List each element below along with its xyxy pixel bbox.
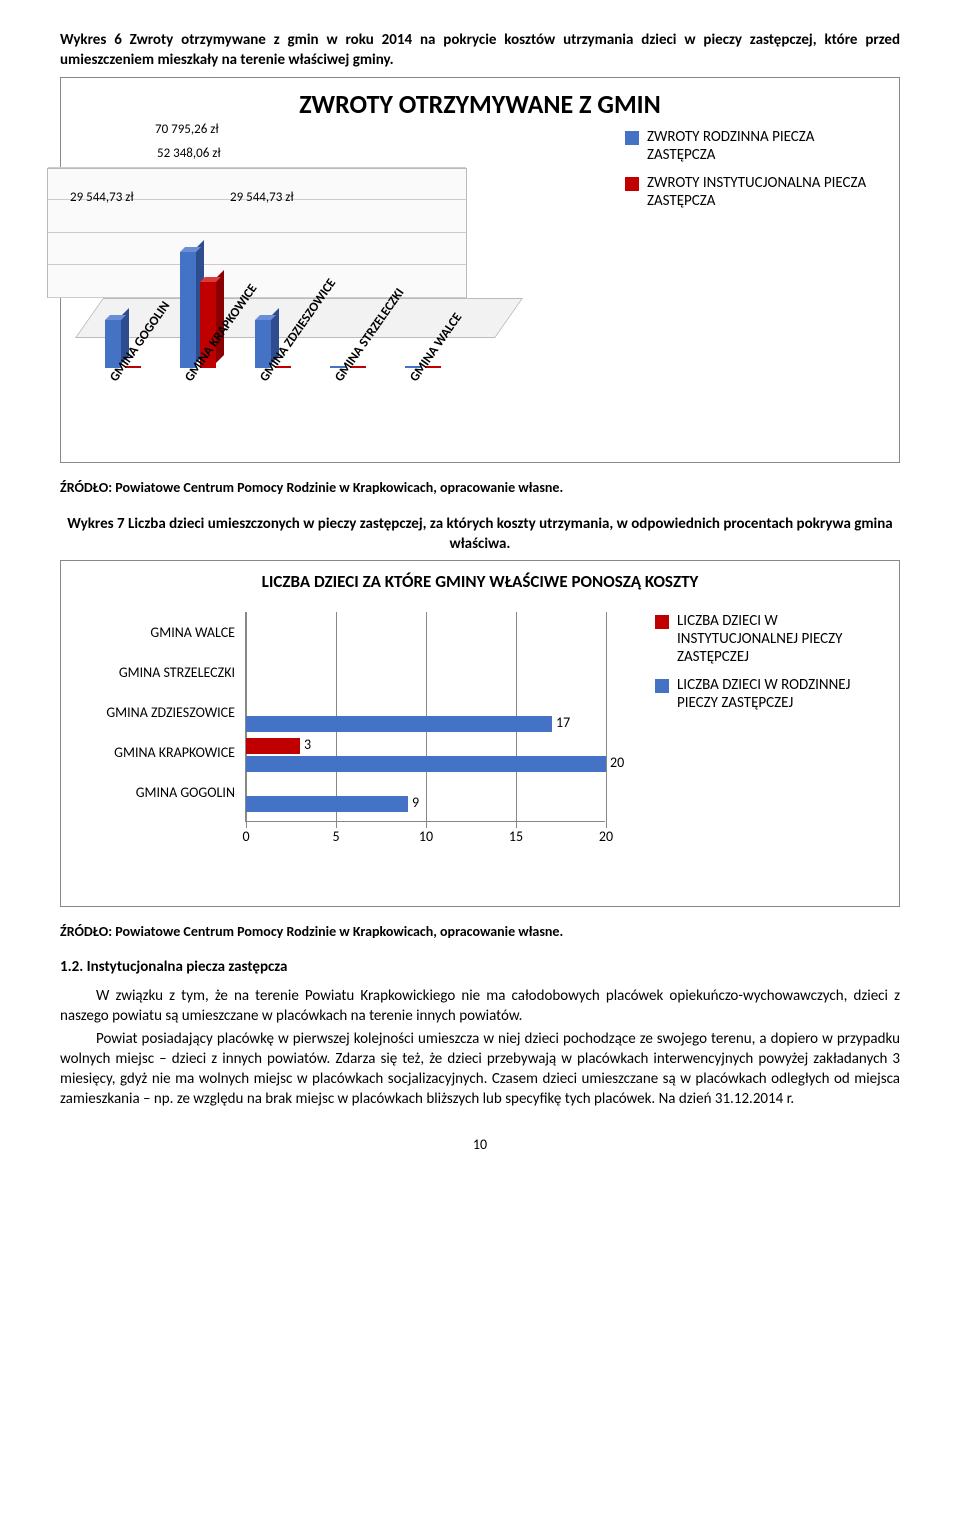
chart2-bar-value: 17 bbox=[556, 714, 570, 731]
chart2-legend: LICZBA DZIECI W INSTYTUCJONALNEJ PIECZY … bbox=[655, 612, 885, 722]
chart2-category-label: GMINA STRZELECZKI bbox=[75, 664, 235, 681]
chart2-legend-item: LICZBA DZIECI W INSTYTUCJONALNEJ PIECZY … bbox=[655, 612, 885, 666]
chart1-legend-item: ZWROTY RODZINNA PIECZA ZASTĘPCZA bbox=[625, 128, 885, 164]
section-heading: 1.2. Instytucjonalna piecza zastępcza bbox=[60, 958, 900, 976]
chart2-xtick-label: 5 bbox=[332, 828, 339, 845]
chart2-bar-value: 9 bbox=[412, 794, 419, 811]
chart2-bar-value: 20 bbox=[610, 754, 624, 771]
chart2-xtick-label: 15 bbox=[509, 828, 523, 845]
chart6-caption: Wykres 6 Zwroty otrzymywane z gmin w rok… bbox=[60, 30, 900, 71]
body-paragraphs: W związku z tym, że na terenie Powiatu K… bbox=[60, 986, 900, 1110]
page-number: 10 bbox=[60, 1136, 900, 1153]
chart7-caption: Wykres 7 Liczba dzieci umieszczonych w p… bbox=[60, 514, 900, 555]
chart1-value-label: 29 544,73 zł bbox=[230, 190, 294, 205]
chart2-bar-value: 3 bbox=[304, 736, 311, 753]
chart1-value-label: 29 544,73 zł bbox=[70, 190, 134, 205]
chart2-source: ŹRÓDŁO: Powiatowe Centrum Pomocy Rodzini… bbox=[60, 923, 900, 940]
chart1-value-label: 70 795,26 zł bbox=[155, 122, 219, 137]
chart2-category-label: GMINA WALCE bbox=[75, 624, 235, 641]
para1: W związku z tym, że na terenie Powiatu K… bbox=[60, 986, 900, 1027]
chart1-title: ZWROTY OTRZYMYWANE Z GMIN bbox=[75, 88, 885, 120]
chart1-plot-area: 29 544,73 zł70 795,26 zł52 348,06 zł29 5… bbox=[75, 128, 605, 448]
chart2-plot-area: GMINA WALCE GMINA STRZELECZKI GMINA ZDZIES… bbox=[75, 612, 635, 892]
chart2-bar bbox=[246, 738, 300, 754]
chart1-legend: ZWROTY RODZINNA PIECZA ZASTĘPCZA ZWROTY I… bbox=[625, 128, 885, 220]
chart1-container: ZWROTY OTRZYMYWANE Z GMIN 29 544,73 zł70… bbox=[60, 77, 900, 463]
chart2-xtick-label: 10 bbox=[419, 828, 433, 845]
chart2-bar bbox=[246, 716, 552, 732]
chart2-category-label: GMINA GOGOLIN bbox=[75, 784, 235, 801]
chart2-bar bbox=[246, 796, 408, 812]
chart2-container: LICZBA DZIECI ZA KTÓRE GMINY WŁAŚCIWE PO… bbox=[60, 560, 900, 907]
chart2-xtick-label: 20 bbox=[599, 828, 613, 845]
chart1-value-label: 52 348,06 zł bbox=[157, 146, 221, 161]
chart2-title: LICZBA DZIECI ZA KTÓRE GMINY WŁAŚCIWE PO… bbox=[75, 571, 885, 592]
chart1-legend-item: ZWROTY INSTYTUCJONALNA PIECZA ZASTĘPCZA bbox=[625, 174, 885, 210]
chart2-bar bbox=[246, 756, 606, 772]
chart2-xtick-label: 0 bbox=[242, 828, 249, 845]
chart2-legend-item: LICZBA DZIECI W RODZINNEJ PIECZY ZASTĘPC… bbox=[655, 676, 885, 712]
para2: Powiat posiadający placówkę w pierwszej … bbox=[60, 1029, 900, 1110]
chart2-category-label: GMINA ZDZIESZOWICE bbox=[75, 704, 235, 721]
chart1-source: ŹRÓDŁO: Powiatowe Centrum Pomocy Rodzini… bbox=[60, 479, 900, 496]
chart2-category-label: GMINA KRAPKOWICE bbox=[75, 744, 235, 761]
